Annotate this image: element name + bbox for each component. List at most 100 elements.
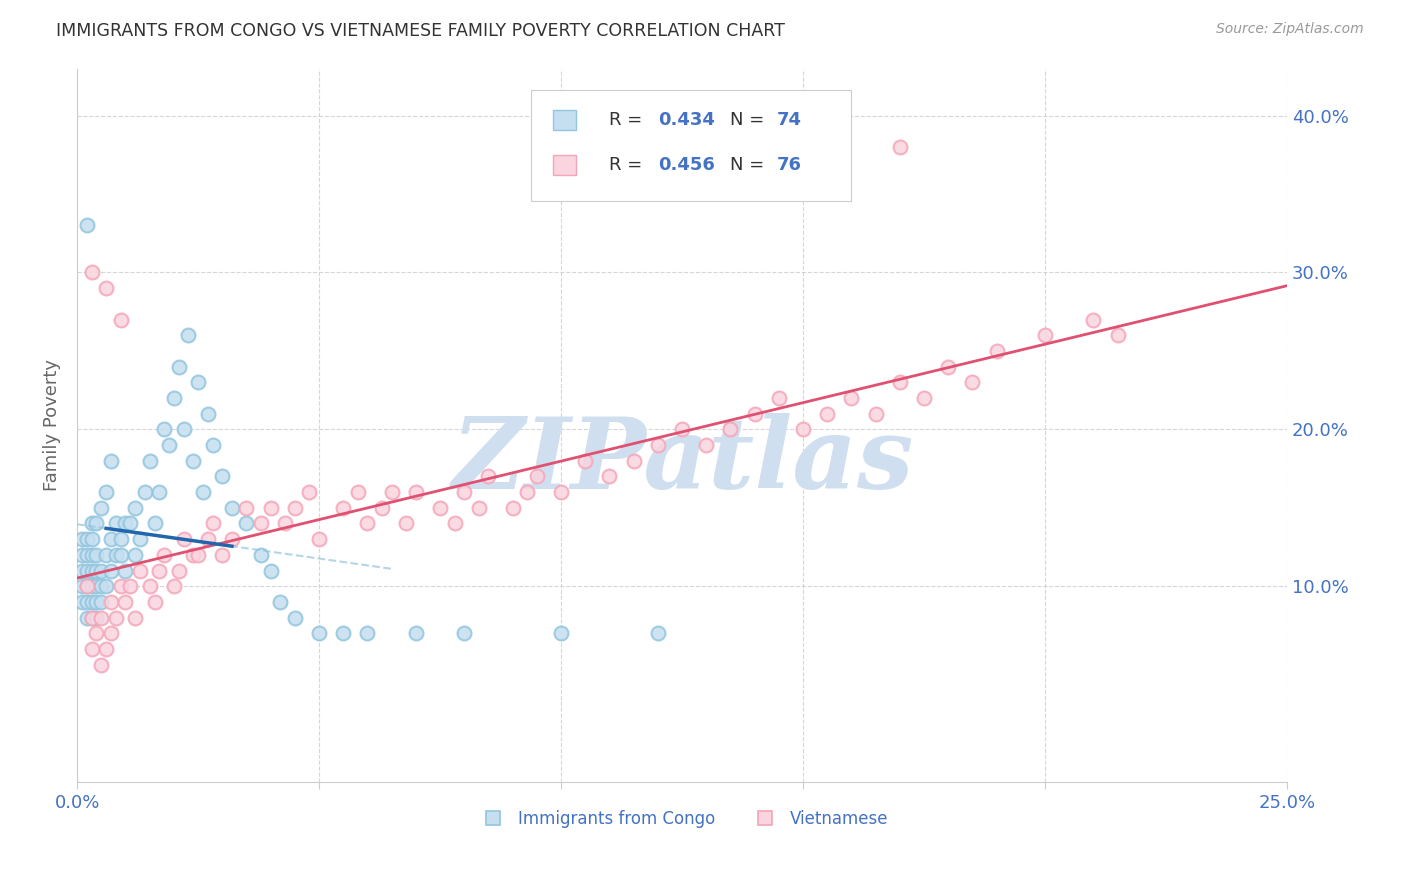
Point (173, 422, 195, 436)
Point (104, 610, 127, 624)
Point (308, 626, 330, 640)
Point (114, 595, 136, 609)
Point (86, 626, 108, 640)
Point (453, 485, 475, 500)
Point (395, 516, 418, 531)
Point (76, 579, 98, 593)
Point (191, 485, 214, 500)
Text: 0.434: 0.434 (658, 111, 714, 129)
Point (260, 564, 283, 578)
Point (124, 500, 146, 515)
Point (76, 219, 98, 233)
Point (1107, 328, 1129, 343)
Point (889, 376, 911, 390)
Point (720, 422, 742, 436)
Point (80, 265, 103, 279)
FancyBboxPatch shape (553, 155, 576, 175)
Point (221, 500, 243, 515)
Point (90, 610, 112, 624)
Point (100, 626, 122, 640)
Point (332, 626, 354, 640)
Text: Source: ZipAtlas.com: Source: ZipAtlas.com (1216, 22, 1364, 37)
Point (181, 454, 204, 468)
Point (173, 532, 195, 546)
Point (138, 579, 160, 593)
Point (80, 579, 103, 593)
Point (114, 564, 136, 578)
Point (110, 579, 132, 593)
Point (346, 485, 368, 500)
Point (332, 500, 354, 515)
Point (768, 391, 790, 405)
Point (526, 469, 548, 483)
Text: R =: R = (609, 111, 648, 129)
Point (235, 500, 257, 515)
Point (792, 422, 814, 436)
Point (221, 532, 243, 546)
Point (76, 548, 98, 562)
Point (86, 548, 108, 562)
Point (516, 485, 538, 500)
Point (86, 516, 108, 531)
Point (110, 548, 132, 562)
Point (841, 391, 863, 405)
Point (90, 657, 112, 672)
Point (284, 610, 307, 624)
Point (138, 454, 160, 468)
Point (308, 532, 330, 546)
Point (936, 359, 959, 374)
Point (201, 438, 224, 452)
Point (889, 140, 911, 154)
Text: N =: N = (731, 111, 770, 129)
Point (100, 454, 122, 468)
Point (80, 610, 103, 624)
Point (143, 516, 166, 531)
Point (90, 579, 112, 593)
Point (86, 610, 108, 624)
Point (443, 516, 465, 531)
Point (181, 548, 204, 562)
Point (356, 516, 378, 531)
Point (94, 485, 117, 500)
Text: 76: 76 (776, 156, 801, 174)
Point (100, 564, 122, 578)
Point (70, 564, 93, 578)
Point (104, 548, 127, 562)
Point (100, 595, 122, 609)
Point (647, 626, 669, 640)
Point (623, 454, 645, 468)
Point (90, 595, 112, 609)
Point (76, 610, 98, 624)
Point (70, 532, 93, 546)
Point (129, 564, 152, 578)
Point (197, 407, 219, 421)
Point (124, 548, 146, 562)
Point (744, 407, 766, 421)
Point (912, 391, 935, 405)
Point (124, 610, 146, 624)
Point (986, 343, 1008, 358)
Point (187, 376, 209, 390)
Point (1033, 328, 1056, 343)
Point (574, 454, 596, 468)
Text: R =: R = (609, 156, 648, 174)
Point (235, 516, 257, 531)
Point (110, 312, 132, 326)
Point (70, 579, 93, 593)
Point (550, 485, 572, 500)
Point (80, 595, 103, 609)
Point (381, 485, 404, 500)
Point (104, 516, 127, 531)
Point (80, 610, 103, 624)
Text: IMMIGRANTS FROM CONGO VS VIETNAMESE FAMILY POVERTY CORRELATION CHART: IMMIGRANTS FROM CONGO VS VIETNAMESE FAMI… (56, 22, 785, 40)
Point (477, 469, 499, 483)
Point (167, 564, 190, 578)
Point (550, 626, 572, 640)
Text: N =: N = (731, 156, 770, 174)
Point (143, 595, 166, 609)
Point (80, 532, 103, 546)
Point (153, 422, 176, 436)
Point (94, 281, 117, 295)
Point (250, 516, 273, 531)
Point (90, 564, 112, 578)
